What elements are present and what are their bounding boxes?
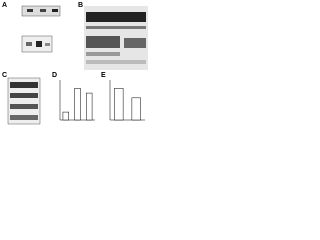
blot-c bbox=[7, 77, 41, 125]
panel-label: C bbox=[2, 72, 7, 79]
bar bbox=[131, 97, 141, 121]
bar bbox=[86, 92, 93, 121]
panel-label: A bbox=[2, 2, 7, 9]
panel-label: B bbox=[78, 2, 83, 9]
blot-a bbox=[21, 5, 61, 53]
blot-b bbox=[84, 6, 148, 70]
panel-label: D bbox=[52, 72, 57, 79]
figure: A B C D E bbox=[2, 2, 148, 125]
bar bbox=[62, 111, 70, 121]
bar bbox=[74, 88, 81, 121]
panel-label: E bbox=[101, 72, 106, 79]
bar bbox=[114, 88, 124, 121]
